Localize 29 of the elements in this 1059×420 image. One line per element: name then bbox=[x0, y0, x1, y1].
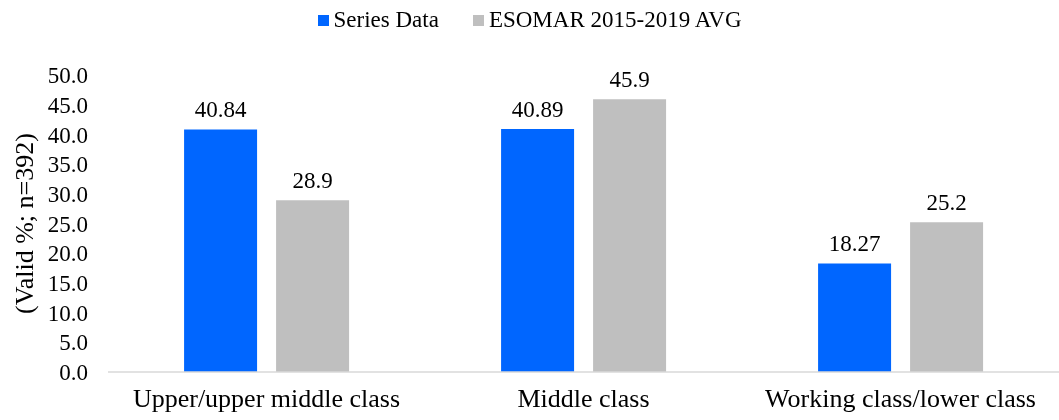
bar bbox=[184, 129, 258, 372]
legend-label: ESOMAR 2015-2019 AVG bbox=[488, 7, 742, 33]
y-tick-label: 30.0 bbox=[47, 181, 88, 207]
legend-label: Series Data bbox=[333, 7, 439, 33]
y-tick-label: 20.0 bbox=[47, 241, 88, 267]
y-tick-label: 15.0 bbox=[47, 271, 88, 297]
y-tick-label: 35.0 bbox=[47, 152, 88, 178]
data-label: 45.9 bbox=[609, 67, 650, 93]
data-label: 28.9 bbox=[292, 168, 333, 194]
y-tick-label: 40.0 bbox=[47, 122, 88, 148]
data-label: 18.27 bbox=[828, 231, 881, 257]
bar bbox=[910, 222, 984, 372]
y-tick-label: 0.0 bbox=[59, 360, 88, 386]
data-label: 40.89 bbox=[511, 97, 564, 123]
x-tick-label: Middle class bbox=[517, 384, 650, 414]
bar bbox=[501, 129, 575, 372]
x-tick-label: Working class/lower class bbox=[765, 384, 1036, 414]
y-tick-label: 5.0 bbox=[59, 330, 88, 356]
y-tick-label: 10.0 bbox=[47, 300, 88, 326]
x-tick-label: Upper/upper middle class bbox=[132, 384, 401, 414]
data-label: 25.2 bbox=[926, 190, 967, 216]
y-tick-label: 45.0 bbox=[47, 92, 88, 118]
bar bbox=[276, 200, 350, 372]
bar bbox=[593, 99, 667, 372]
bar bbox=[818, 263, 892, 372]
y-axis-title: (Valid %; n=392) bbox=[9, 133, 39, 314]
y-tick-label: 50.0 bbox=[47, 63, 88, 89]
y-tick-label: 25.0 bbox=[47, 211, 88, 237]
data-label: 40.84 bbox=[194, 97, 247, 123]
